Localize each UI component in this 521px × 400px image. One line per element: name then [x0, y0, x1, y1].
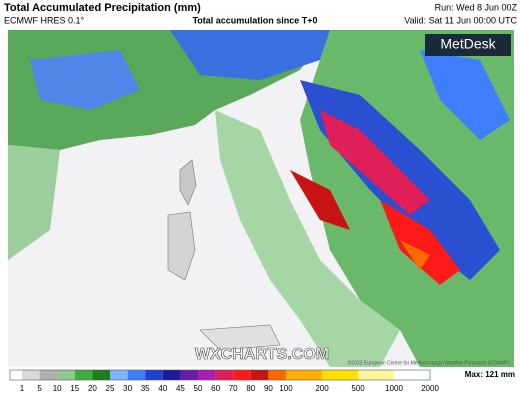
legend-swatch [358, 370, 394, 380]
legend-swatch [145, 370, 163, 380]
legend-swatch [233, 370, 251, 380]
legend-swatch [57, 370, 75, 380]
title: Total Accumulated Precipitation (mm) [4, 2, 201, 14]
legend-tick-label: 45 [176, 384, 185, 393]
run: Run: Wed 8 Jun 00Z [435, 2, 518, 12]
legend-tick-label: 40 [158, 384, 167, 393]
legend-swatch [162, 370, 181, 380]
legend-swatch [180, 370, 198, 380]
legend-tick-label: 70 [229, 384, 238, 393]
legend-swatch [198, 370, 216, 380]
brand: MetDesk [440, 36, 496, 52]
legend-swatch [215, 370, 234, 380]
map [8, 30, 514, 367]
legend: 1 5 10 15 20 25 30 35 40 45 50 60 70 80 90 100 200 500 100… [9, 369, 439, 393]
valid: Valid: Sat 11 Jun 00:00 UTC [404, 15, 517, 25]
legend-swatch [250, 370, 269, 380]
watermark: WXCHARTS.COM [195, 346, 329, 363]
legend-swatch [22, 370, 40, 380]
legend-tick-label: 30 [123, 384, 132, 393]
legend-swatch [10, 370, 22, 380]
legend-swatch [127, 370, 146, 380]
subtitle: Total accumulation since T+0 [192, 15, 317, 25]
legend-tick-label: 1000 [385, 384, 403, 393]
copyright: ©2022 European Centre for Medium-range W… [348, 359, 511, 366]
legend-tick-label: 90 [264, 384, 273, 393]
legend-tick-label: 10 [53, 384, 62, 393]
legend-tick-label: 80 [246, 384, 255, 393]
legend-frame [9, 369, 431, 381]
legend-tick-label: 2000 [421, 384, 439, 393]
legend-tick-label: 25 [106, 384, 115, 393]
legend-tick-label: 200 [315, 384, 329, 393]
legend-swatch [92, 370, 110, 380]
legend-tick-label: 500 [351, 384, 365, 393]
legend-tick-label: 20 [88, 384, 97, 393]
legend-swatch [268, 370, 286, 380]
legend-swatch [39, 370, 58, 380]
legend-tick-label: 100 [279, 384, 293, 393]
legend-max: Max: 121 mm [465, 370, 515, 379]
model: ECMWF HRES 0.1° [4, 15, 85, 25]
legend-swatch [286, 370, 322, 380]
legend-tick-label: 15 [70, 384, 79, 393]
legend-tick-label: 50 [194, 384, 203, 393]
legend-tick-label: 35 [141, 384, 150, 393]
legend-swatch [394, 370, 430, 380]
legend-tick-label: 60 [211, 384, 220, 393]
legend-swatch [110, 370, 128, 380]
legend-tick-label: 5 [37, 384, 42, 393]
legend-swatch [74, 370, 93, 380]
legend-swatch [322, 370, 358, 380]
legend-tick-label: 1 [20, 384, 25, 393]
